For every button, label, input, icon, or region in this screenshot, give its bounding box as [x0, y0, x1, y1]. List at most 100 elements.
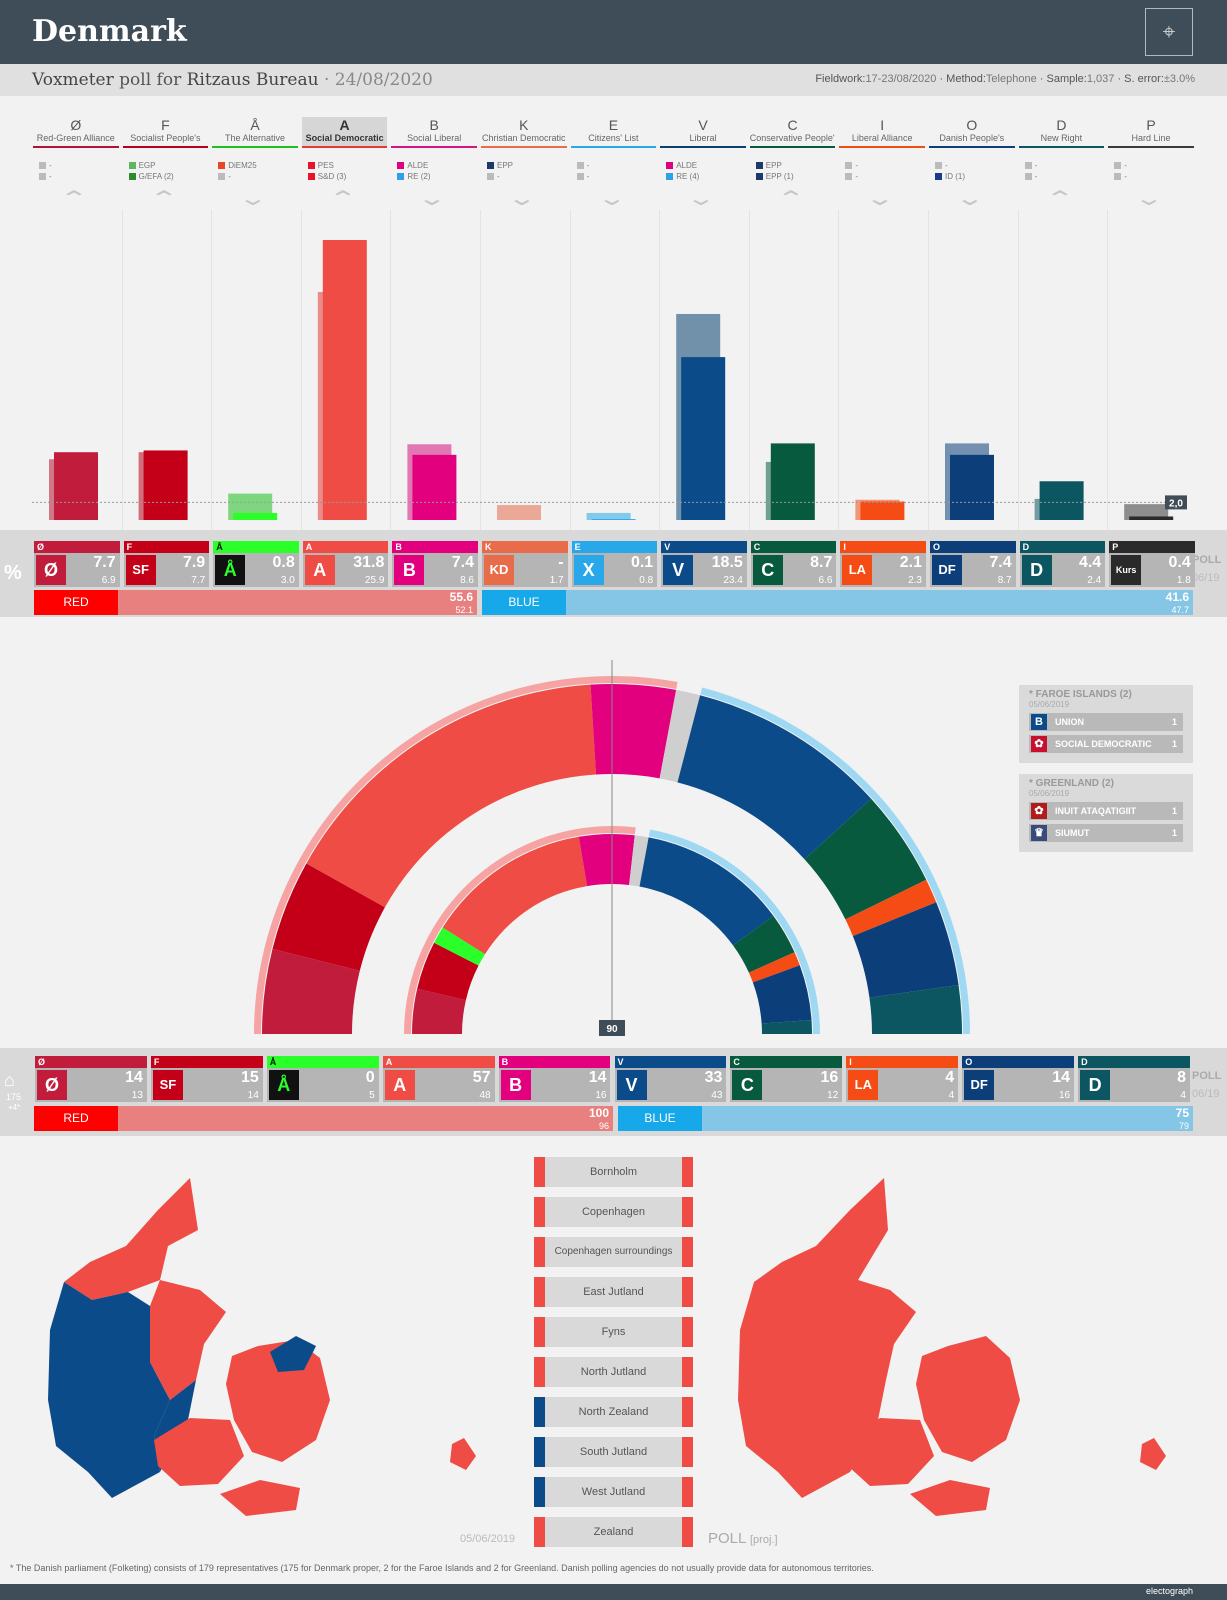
faroe-party-icon: B: [1031, 714, 1047, 730]
seg-poll-O: [852, 902, 959, 998]
party-card-I[interactable]: I LA 4 4: [846, 1056, 959, 1102]
party-card-Å[interactable]: Å Å 0.8 3.0: [213, 541, 299, 587]
header: Denmark ⌖: [0, 0, 1227, 64]
eu-group: -: [1114, 171, 1127, 182]
red-bloc-label: RED: [34, 1106, 118, 1131]
party-header-6[interactable]: E Citizens' List: [570, 117, 657, 148]
party-abbr: A: [301, 117, 388, 133]
map-prev-bornholm: [450, 1438, 476, 1470]
seg-poll-B: [590, 684, 677, 779]
seg-prev-Ø: [412, 988, 466, 1034]
party-prev-value: 1.8: [1176, 575, 1191, 586]
region-east-jutland[interactable]: East Jutland: [534, 1277, 693, 1307]
party-header-9[interactable]: I Liberal Alliance: [839, 117, 925, 148]
party-header-0[interactable]: Ø Red-Green Alliance: [33, 117, 119, 148]
faroe-party-seats: 1: [1171, 739, 1177, 749]
party-card-abbr: V: [661, 541, 747, 553]
party-card-abbr: Ø: [34, 541, 120, 553]
party-logo: Kurs: [1111, 555, 1142, 585]
party-card-F[interactable]: F SF 15 14: [150, 1056, 263, 1102]
region-north-zealand[interactable]: North Zealand: [534, 1397, 693, 1427]
party-header-2[interactable]: Å The Alternative: [212, 117, 298, 148]
eu-group: -: [845, 171, 858, 182]
party-header-1[interactable]: F Socialist People's: [122, 117, 209, 148]
party-card-V[interactable]: V V 33 43: [614, 1056, 727, 1102]
party-card-D[interactable]: D D 4.4 2.4: [1019, 541, 1106, 587]
party-value: 16: [820, 1069, 839, 1086]
party-abbr: O: [966, 117, 978, 133]
region-prev-color: [534, 1237, 545, 1267]
column-divider: [480, 210, 481, 530]
region-bornholm[interactable]: Bornholm: [534, 1157, 693, 1187]
column-divider: [748, 210, 750, 530]
party-value: 14: [1052, 1069, 1071, 1086]
party-card-B[interactable]: B B 7.4 8.6: [392, 541, 478, 587]
region-copenhagen-surroundings[interactable]: Copenhagen surroundings: [534, 1237, 693, 1267]
party-header-8[interactable]: C Conservative People's: [749, 117, 836, 148]
party-header-4[interactable]: B Social Liberal: [391, 117, 477, 148]
region-zealand[interactable]: Zealand: [534, 1517, 693, 1547]
party-header-5[interactable]: K Christian Democratic: [481, 117, 567, 148]
party-card-O[interactable]: O DF 7.4 8.7: [930, 541, 1016, 587]
seg-poll-other: [659, 689, 701, 783]
party-card-V[interactable]: V V 18.5 23.4: [661, 541, 747, 587]
party-card-abbr: I: [840, 541, 926, 553]
party-card-F[interactable]: F SF 7.9 7.7: [123, 541, 210, 587]
party-card-E[interactable]: E X 0.1 0.8: [571, 541, 658, 587]
region-copenhagen[interactable]: Copenhagen: [534, 1197, 693, 1227]
greenland-party-row[interactable]: ♛ SIUMUT 1: [1029, 824, 1183, 842]
party-card-A[interactable]: A A 31.8 25.9: [302, 541, 389, 587]
party-eu-groups: --: [39, 160, 52, 182]
region-west-jutland[interactable]: West Jutland: [534, 1477, 693, 1507]
party-name: Conservative People's: [749, 133, 836, 148]
faroe-party-row[interactable]: B UNION 1: [1029, 713, 1183, 731]
region-name: Zealand: [593, 1526, 634, 1538]
eu-group: ALDE: [397, 160, 430, 171]
region-prev-color: [534, 1317, 545, 1347]
eu-group-swatch: [39, 173, 46, 180]
party-abbr: I: [880, 117, 885, 133]
greenland-party-row[interactable]: ✿ INUIT ATAQATIGIIT 1: [1029, 802, 1183, 820]
party-card-A[interactable]: A A 57 48: [382, 1056, 495, 1102]
region-north-jutland[interactable]: North Jutland: [534, 1357, 693, 1387]
region-name: Fyns: [601, 1326, 626, 1338]
party-card-C[interactable]: C C 8.7 6.6: [750, 541, 837, 587]
party-eu-groups: PES S&D (3): [307, 160, 346, 182]
party-card-P[interactable]: P Kurs 0.4 1.8: [1109, 541, 1195, 587]
party-card-I[interactable]: I LA 2.1 2.3: [840, 541, 926, 587]
subheader: Voxmeter poll for Ritzaus Bureau · 24/08…: [0, 64, 1227, 96]
party-card-Ø[interactable]: Ø Ø 14 13: [35, 1056, 147, 1102]
eu-group-swatch: [935, 173, 942, 180]
party-header-12[interactable]: P Hard Line: [1108, 117, 1194, 148]
eu-group-swatch: [1114, 162, 1122, 169]
region-fyns[interactable]: Fyns: [534, 1317, 693, 1347]
bar-prev-F: [138, 452, 183, 520]
seg-poll-D: [869, 985, 962, 1034]
party-header-3[interactable]: A Social Democratic: [301, 117, 388, 148]
party-header-10[interactable]: O Danish People's: [929, 117, 1015, 148]
party-card-B[interactable]: B B 14 16: [498, 1056, 611, 1102]
party-logo: V: [663, 555, 694, 585]
party-header-11[interactable]: D New Right: [1018, 117, 1105, 148]
faroe-party-row[interactable]: ✿ SOCIAL DEMOCRATIC 1: [1029, 735, 1183, 753]
party-card-O[interactable]: O DF 14 16: [962, 1056, 1075, 1102]
party-card-C[interactable]: C C 16 12: [730, 1056, 843, 1102]
region-poll-color: [682, 1157, 693, 1187]
map-prev-east-jutland: [150, 1280, 226, 1400]
party-value: 31.8: [353, 554, 385, 571]
party-card-Ø[interactable]: Ø Ø 7.7 6.9: [34, 541, 120, 587]
brand[interactable]: electograph: [1145, 1586, 1193, 1596]
map-icon[interactable]: ⌖: [1145, 8, 1193, 56]
seg-prev-F: [417, 942, 479, 1001]
error-label: · S. error:: [1117, 73, 1164, 85]
region-south-jutland[interactable]: South Jutland: [534, 1437, 693, 1467]
party-header-7[interactable]: V Liberal: [660, 117, 746, 148]
eu-group-swatch: [666, 162, 674, 169]
party-card-K[interactable]: K KD - 1.7: [482, 541, 568, 587]
party-name: Citizens' List: [570, 133, 657, 148]
map-prev-zealand: [226, 1340, 330, 1462]
party-card-abbr: O: [962, 1056, 1075, 1068]
blue-bloc-label: BLUE: [482, 590, 566, 615]
